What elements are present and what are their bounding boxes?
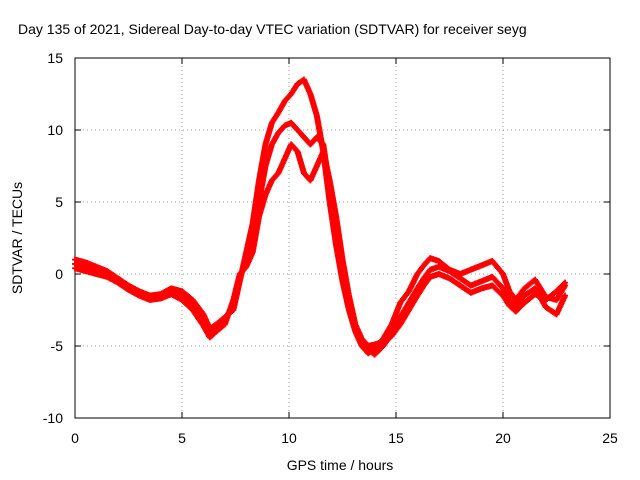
y-tick-label: 10 [47, 122, 63, 138]
series-track-1 [72, 76, 569, 357]
y-tick-label: 15 [47, 50, 63, 66]
x-axis-label: GPS time / hours [287, 457, 394, 473]
x-tick-label: 0 [71, 430, 79, 446]
data-points [72, 76, 569, 358]
chart-title: Day 135 of 2021, Sidereal Day-to-day VTE… [18, 21, 527, 37]
y-axis-label: SDTVAR / TECUs [9, 182, 25, 294]
x-tick-label: 10 [281, 430, 297, 446]
axes-ticks: 0 5 10 15 20 25 -10 -5 0 5 10 15 [43, 50, 618, 446]
grid [75, 58, 610, 418]
x-tick-label: 25 [602, 430, 618, 446]
series-track-3 [72, 141, 569, 349]
data-point [560, 280, 567, 287]
y-tick-label: -10 [43, 410, 63, 426]
x-tick-label: 20 [495, 430, 511, 446]
data-point [562, 292, 569, 299]
y-tick-label: 0 [55, 266, 63, 282]
y-tick-label: -5 [51, 338, 64, 354]
data-point [562, 279, 569, 286]
x-tick-label: 5 [178, 430, 186, 446]
plot-frame [74, 57, 611, 419]
y-tick-label: 5 [55, 194, 63, 210]
x-tick-label: 15 [388, 430, 404, 446]
